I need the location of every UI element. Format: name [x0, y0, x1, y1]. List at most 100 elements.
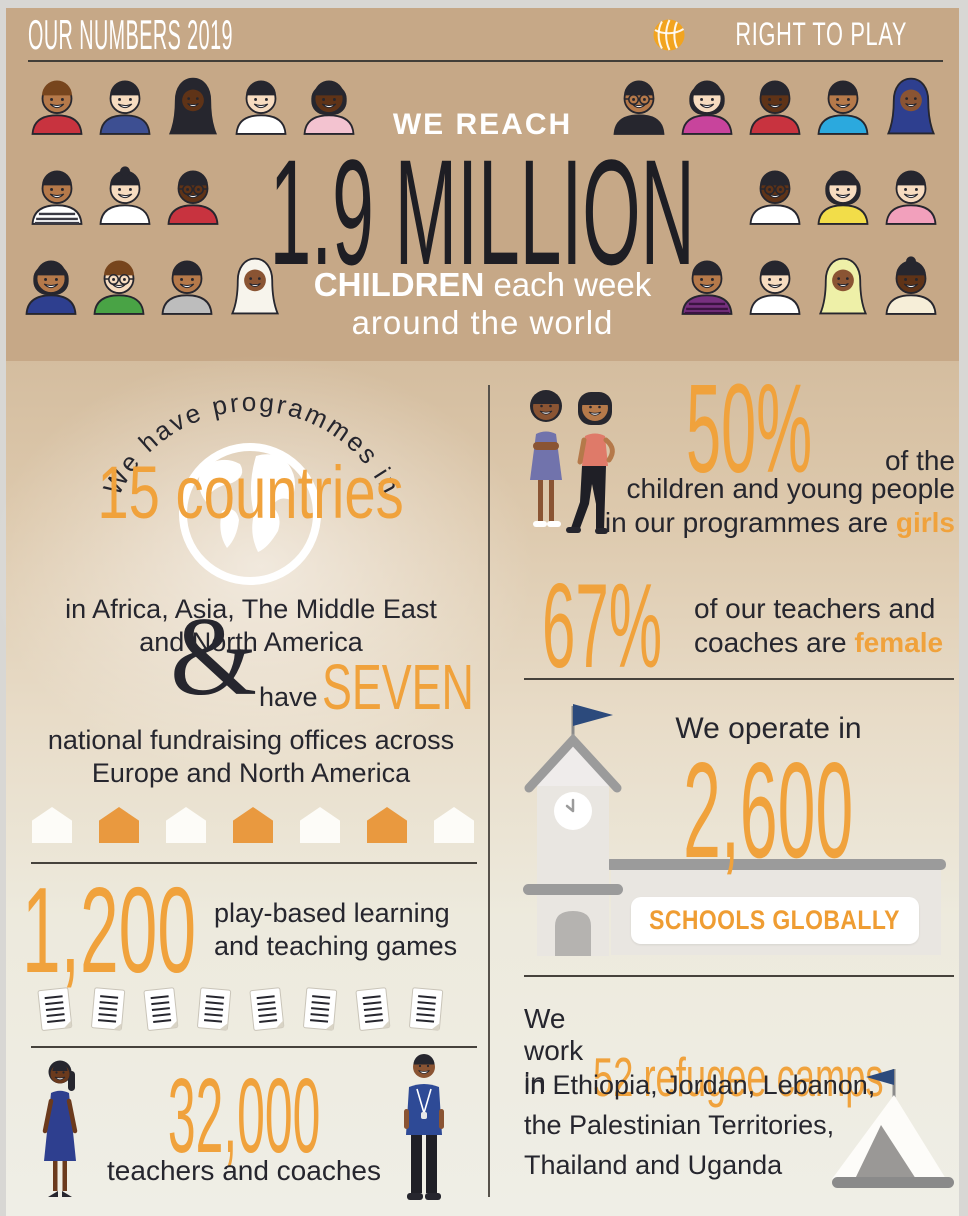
- games-label-line1: play-based learning: [214, 898, 450, 928]
- teacher-woman-illustration: [42, 1060, 78, 1197]
- have-text: have: [259, 682, 318, 712]
- hero-subline2: around the world: [351, 304, 614, 341]
- we-work-in-text: We work in: [524, 1003, 584, 1098]
- games-label-line2: and teaching games: [214, 931, 458, 961]
- girls-word: girls: [895, 507, 955, 538]
- infographic-sheet: OUR NUMBERS 2019 RIGHT TO PLAY WE REACH …: [0, 8, 959, 1216]
- child-avatar-icon: [749, 80, 801, 135]
- teachers-number: 32,000: [167, 1057, 321, 1175]
- house-icon: [99, 807, 139, 843]
- girls-stat-line3: in our programmes are girls: [605, 507, 955, 539]
- stats-section: We have programmes in 15 countries in Af…: [0, 346, 959, 1216]
- child-avatar-icon: [817, 170, 869, 225]
- camps-line3: Thailand and Uganda: [524, 1150, 783, 1180]
- background-glow: [0, 346, 546, 786]
- child-avatar-icon: [230, 257, 280, 315]
- children-avatars-row: [28, 70, 358, 138]
- female-line1: of our teachers and: [694, 593, 936, 624]
- each-week-text: each week: [484, 266, 652, 303]
- ampersand: &: [170, 595, 258, 719]
- paper-icon: [91, 987, 126, 1031]
- child-avatar-icon: [99, 166, 151, 225]
- countries-number: 15 countries: [97, 451, 405, 534]
- paper-icons-row: [36, 985, 447, 1035]
- child-avatar-icon: [886, 77, 936, 135]
- child-avatar-icon: [25, 260, 77, 315]
- schools-globally-badge: SCHOOLS GLOBALLY: [631, 897, 919, 944]
- offices-text-line2: Europe and North America: [91, 758, 411, 788]
- camps-countries-text: in Ethiopia, Jordan, Lebanon, the Palest…: [524, 1065, 924, 1185]
- house-icon: [367, 807, 407, 843]
- schools-badge-text: SCHOOLS GLOBALLY: [649, 905, 901, 935]
- paper-icon: [143, 987, 179, 1031]
- camps-line2: the Palestinian Territories,: [524, 1110, 835, 1140]
- coach-man-illustration: [404, 1054, 444, 1200]
- schools-number: 2,600: [683, 734, 854, 886]
- children-avatars-row: [610, 70, 940, 138]
- paper-icon: [303, 987, 338, 1031]
- hero-section: WE REACH 1.9 MILLION CHILDREN each week …: [6, 62, 959, 361]
- child-avatar-icon: [613, 80, 665, 135]
- girls-line3-text: in our programmes are: [604, 507, 896, 538]
- child-avatar-icon: [235, 80, 287, 135]
- paper-icon: [37, 987, 73, 1031]
- section-divider: [31, 1046, 477, 1048]
- teachers-label: teachers and coaches: [107, 1155, 381, 1186]
- house-icon: [233, 807, 273, 843]
- office-houses-row: [32, 807, 474, 843]
- child-avatar-icon: [31, 170, 83, 225]
- girls-percentage: 50%: [685, 358, 812, 499]
- right-to-play-ball-icon: [653, 19, 685, 50]
- section-divider: [31, 862, 477, 864]
- child-avatar-icon: [749, 260, 801, 315]
- girls-stat-line2: children and young people: [626, 473, 955, 504]
- children-avatars-row: [678, 250, 940, 318]
- house-icon: [32, 807, 72, 843]
- child-avatar-icon: [93, 260, 145, 315]
- paper-icon: [355, 987, 391, 1031]
- child-avatar-icon: [749, 170, 801, 225]
- regions-text-line2: and North America: [139, 627, 363, 657]
- section-divider: [524, 975, 954, 977]
- offices-text-line1: national fundraising offices across: [47, 725, 455, 755]
- section-divider: [524, 678, 954, 680]
- children-avatars-row: [746, 160, 940, 228]
- child-avatar-icon: [167, 170, 219, 225]
- tent-illustration: [832, 1069, 954, 1188]
- female-word: female: [854, 627, 944, 658]
- house-icon: [434, 807, 474, 843]
- brand-name: RIGHT TO PLAY: [734, 16, 907, 52]
- paper-icon: [409, 987, 444, 1031]
- children-avatars-row: [28, 160, 222, 228]
- seven-number: SEVEN: [322, 651, 474, 723]
- hero-subline: CHILDREN each week: [6, 266, 959, 304]
- paper-icon: [249, 987, 285, 1031]
- child-avatar-icon: [303, 80, 355, 135]
- two-girls-illustration: [530, 390, 615, 534]
- games-label: play-based learning and teaching games: [214, 897, 457, 963]
- female-percentage: 67%: [542, 559, 663, 693]
- child-avatar-icon: [31, 80, 83, 135]
- column-divider: [488, 385, 490, 1197]
- female-line2-text: coaches are: [694, 627, 855, 658]
- child-avatar-icon: [681, 260, 733, 315]
- child-avatar-icon: [681, 80, 733, 135]
- female-line2: coaches are female: [694, 626, 943, 660]
- girls-stat: 50% of the: [623, 358, 955, 499]
- child-avatar-icon: [885, 170, 937, 225]
- camps-line1: in Ethiopia, Jordan, Lebanon,: [524, 1070, 876, 1100]
- brand: RIGHT TO PLAY: [651, 16, 947, 53]
- of-the-text: of the: [884, 444, 955, 476]
- child-avatar-icon: [99, 80, 151, 135]
- house-icon: [300, 807, 340, 843]
- globe-icon: [179, 443, 321, 585]
- children-avatars-row: [22, 250, 284, 318]
- child-avatar-icon: [885, 256, 937, 315]
- refugee-camps-stat: We work in 52 refugee camps: [524, 1003, 968, 1105]
- child-avatar-icon: [161, 260, 213, 315]
- house-icon: [166, 807, 206, 843]
- child-avatar-icon: [817, 80, 869, 135]
- hero-big-number: 1.9 MILLION: [269, 128, 696, 296]
- games-number: 1,200: [22, 862, 197, 998]
- camps-number: 52 refugee camps: [593, 1046, 884, 1108]
